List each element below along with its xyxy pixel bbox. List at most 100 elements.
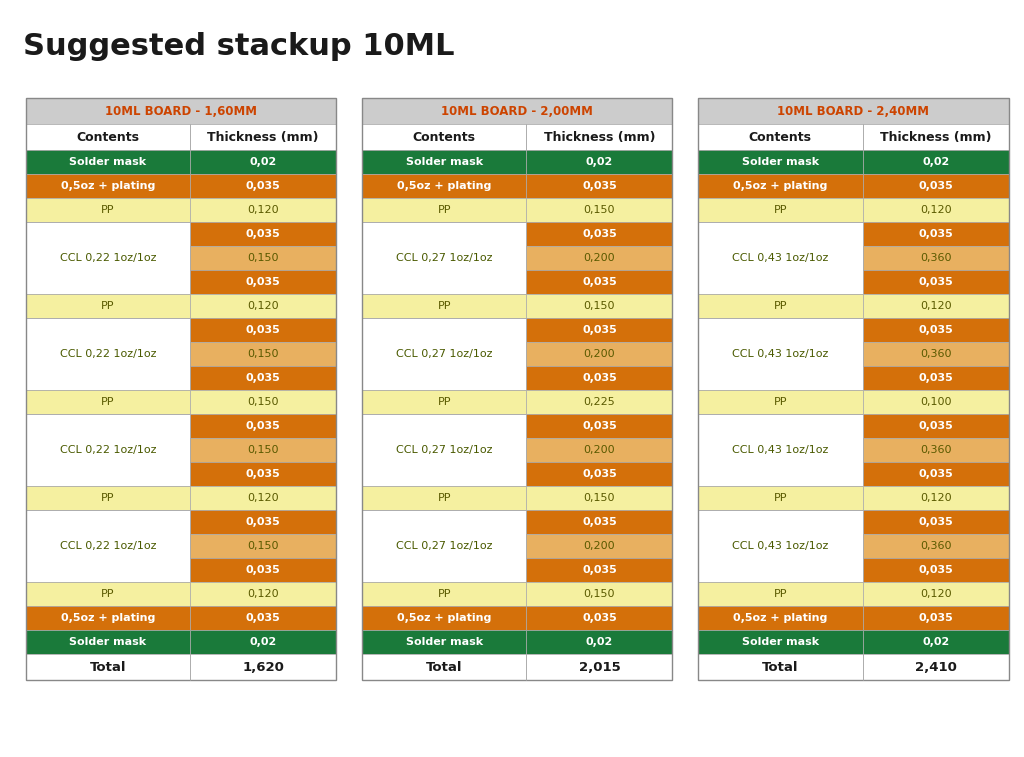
Text: 0,035: 0,035 (582, 373, 616, 383)
Text: 0,100: 0,100 (920, 397, 951, 407)
Text: 0,035: 0,035 (246, 182, 281, 192)
Text: 0,035: 0,035 (919, 229, 953, 239)
Text: 0,120: 0,120 (920, 301, 951, 311)
Bar (862, 510, 1009, 534)
Bar (361, 606, 526, 631)
Bar (698, 124, 862, 151)
Bar (862, 198, 1009, 223)
Bar (862, 631, 1009, 654)
Text: PP: PP (437, 590, 451, 600)
Bar (862, 223, 1009, 247)
Bar (862, 366, 1009, 391)
Bar (698, 582, 862, 606)
Text: 0,035: 0,035 (246, 373, 281, 383)
Text: Suggested stackup 10ML: Suggested stackup 10ML (23, 32, 454, 61)
Text: 0,200: 0,200 (584, 350, 615, 360)
Bar (526, 270, 673, 294)
Bar (526, 319, 673, 342)
Text: Thickness (mm): Thickness (mm) (544, 131, 655, 144)
Bar (862, 174, 1009, 198)
Bar (361, 174, 526, 198)
Text: Solder mask: Solder mask (70, 157, 146, 167)
Bar (361, 223, 526, 294)
Bar (526, 534, 673, 559)
Bar (26, 124, 190, 151)
Text: 0,150: 0,150 (248, 350, 279, 360)
Bar (862, 151, 1009, 174)
Text: PP: PP (773, 397, 787, 407)
Text: 0,035: 0,035 (582, 613, 616, 624)
Bar (698, 510, 862, 582)
Bar (26, 582, 190, 606)
Text: 0,150: 0,150 (248, 254, 279, 263)
Text: 0,035: 0,035 (246, 565, 281, 575)
Bar (526, 294, 673, 319)
Text: 0,035: 0,035 (246, 326, 281, 335)
Bar (526, 247, 673, 270)
Bar (190, 294, 336, 319)
Text: 0,035: 0,035 (246, 613, 281, 624)
Text: Thickness (mm): Thickness (mm) (208, 131, 318, 144)
Bar (526, 223, 673, 247)
Bar (361, 510, 526, 582)
Text: Contents: Contents (77, 131, 139, 144)
Bar (361, 223, 526, 294)
Text: 0,150: 0,150 (584, 590, 615, 600)
Bar (526, 510, 673, 534)
Text: 0,035: 0,035 (919, 518, 953, 528)
Text: PP: PP (437, 301, 451, 311)
Text: 10ML BOARD - 1,60MM: 10ML BOARD - 1,60MM (104, 105, 257, 118)
Bar (526, 124, 673, 151)
Text: 0,035: 0,035 (582, 422, 616, 431)
Bar (26, 151, 190, 174)
Bar (526, 559, 673, 582)
Bar (361, 510, 526, 582)
Bar (526, 654, 673, 681)
Text: PP: PP (437, 205, 451, 216)
Bar (862, 247, 1009, 270)
Bar (361, 391, 526, 414)
Bar (26, 510, 190, 582)
Text: PP: PP (773, 590, 787, 600)
Bar (526, 487, 673, 510)
Bar (862, 463, 1009, 487)
Bar (361, 198, 526, 223)
Text: 0,02: 0,02 (250, 637, 276, 647)
Text: CCL 0,22 1oz/1oz: CCL 0,22 1oz/1oz (59, 254, 157, 263)
Text: 0,035: 0,035 (919, 422, 953, 431)
Bar (190, 151, 336, 174)
Text: Contents: Contents (413, 131, 475, 144)
Bar (361, 124, 526, 151)
Bar (526, 342, 673, 366)
Bar (526, 391, 673, 414)
Bar (862, 124, 1009, 151)
Bar (526, 414, 673, 438)
Bar (26, 223, 190, 294)
Bar (526, 463, 673, 487)
Text: 0,5oz + plating: 0,5oz + plating (60, 182, 155, 192)
Bar (190, 582, 336, 606)
Text: CCL 0,43 1oz/1oz: CCL 0,43 1oz/1oz (732, 445, 828, 456)
Text: PP: PP (101, 301, 115, 311)
Text: Solder mask: Solder mask (406, 637, 482, 647)
Bar (190, 342, 336, 366)
Bar (361, 414, 526, 487)
Text: CCL 0,27 1oz/1oz: CCL 0,27 1oz/1oz (396, 350, 493, 360)
Text: 0,360: 0,360 (920, 254, 951, 263)
Text: 0,035: 0,035 (582, 229, 616, 239)
Text: 0,5oz + plating: 0,5oz + plating (733, 182, 827, 192)
Text: PP: PP (437, 494, 451, 503)
Text: Contents: Contents (749, 131, 812, 144)
Bar (698, 294, 862, 319)
Bar (190, 438, 336, 463)
Text: 0,150: 0,150 (584, 301, 615, 311)
Bar (862, 654, 1009, 681)
Bar (361, 319, 526, 391)
Bar (26, 319, 190, 391)
Text: 0,035: 0,035 (919, 373, 953, 383)
Bar (190, 414, 336, 438)
Bar (190, 319, 336, 342)
Bar (26, 631, 190, 654)
Text: 0,360: 0,360 (920, 541, 951, 551)
Text: 0,5oz + plating: 0,5oz + plating (397, 613, 492, 624)
